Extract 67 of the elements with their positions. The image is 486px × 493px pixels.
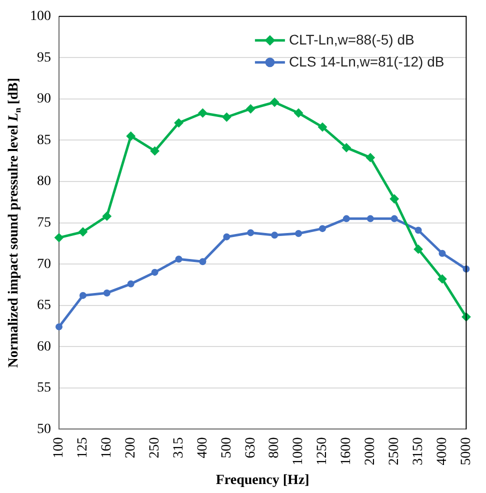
point bbox=[56, 323, 62, 330]
point bbox=[366, 153, 375, 162]
y-tick-label: 100 bbox=[30, 9, 51, 24]
x-tick-label: 1250 bbox=[315, 437, 330, 466]
y-axis-title: Normalized impact sound pressulre level Ln [dB] bbox=[6, 78, 23, 368]
x-tick-label: 5000 bbox=[458, 437, 474, 466]
legend-label: CLS 14-Ln,w=81(-12) dB bbox=[288, 53, 444, 70]
y-tick-label: 90 bbox=[37, 92, 51, 107]
point bbox=[103, 289, 110, 296]
point bbox=[79, 292, 86, 299]
x-tick-label: 125 bbox=[76, 437, 91, 458]
point bbox=[175, 256, 182, 263]
point bbox=[247, 229, 254, 236]
point bbox=[390, 215, 398, 222]
point bbox=[54, 233, 64, 242]
x-tick-label: 2000 bbox=[363, 437, 378, 466]
point bbox=[246, 104, 256, 114]
point bbox=[318, 225, 326, 232]
point bbox=[318, 122, 327, 132]
point bbox=[199, 258, 206, 266]
point bbox=[342, 143, 351, 152]
point bbox=[390, 194, 399, 204]
x-tick-label: 1000 bbox=[291, 437, 306, 466]
point bbox=[438, 274, 447, 284]
point bbox=[127, 280, 134, 288]
point bbox=[174, 118, 184, 128]
x-tick-label: 630 bbox=[243, 437, 258, 458]
point bbox=[78, 227, 88, 236]
y-tick-label: 75 bbox=[37, 215, 51, 230]
point bbox=[438, 250, 446, 257]
x-tick-label: 250 bbox=[147, 437, 162, 458]
x-tick-label: 315 bbox=[171, 437, 186, 458]
y-tick-label: 85 bbox=[37, 132, 51, 148]
y-tick-label: 55 bbox=[37, 380, 51, 396]
y-tick-label: 70 bbox=[37, 256, 51, 272]
point bbox=[294, 108, 304, 118]
point bbox=[270, 98, 280, 107]
point bbox=[223, 233, 230, 240]
y-tick-label: 95 bbox=[37, 50, 51, 66]
x-tick-label: 2500 bbox=[387, 437, 402, 466]
point bbox=[414, 244, 423, 254]
point bbox=[295, 230, 302, 238]
x-tick-label: 3150 bbox=[410, 437, 426, 466]
point bbox=[342, 215, 350, 222]
y-tick-label: 60 bbox=[37, 339, 51, 354]
x-tick-label: 200 bbox=[124, 437, 139, 458]
legend-label: CLT-Ln,w=88(-5) dB bbox=[288, 31, 414, 48]
point bbox=[414, 226, 422, 234]
x-axis-title: Frequency [Hz] bbox=[216, 473, 310, 488]
x-tick-label: 4000 bbox=[434, 437, 450, 466]
x-tick-label: 800 bbox=[267, 437, 282, 458]
point bbox=[150, 146, 160, 156]
point bbox=[222, 112, 232, 122]
y-tick-label: 65 bbox=[37, 298, 51, 314]
x-tick-label: 1600 bbox=[339, 437, 354, 466]
x-tick-label: 100 bbox=[52, 437, 67, 458]
point bbox=[151, 268, 158, 276]
x-tick-label: 400 bbox=[195, 437, 210, 458]
x-tick-label: 160 bbox=[100, 437, 115, 458]
x-tick-label: 500 bbox=[219, 437, 234, 458]
point bbox=[102, 212, 112, 221]
point bbox=[366, 215, 374, 222]
point bbox=[126, 132, 136, 141]
y-tick-label: 50 bbox=[37, 422, 51, 437]
point bbox=[198, 108, 208, 118]
point bbox=[271, 232, 278, 239]
y-tick-label: 80 bbox=[37, 174, 51, 190]
